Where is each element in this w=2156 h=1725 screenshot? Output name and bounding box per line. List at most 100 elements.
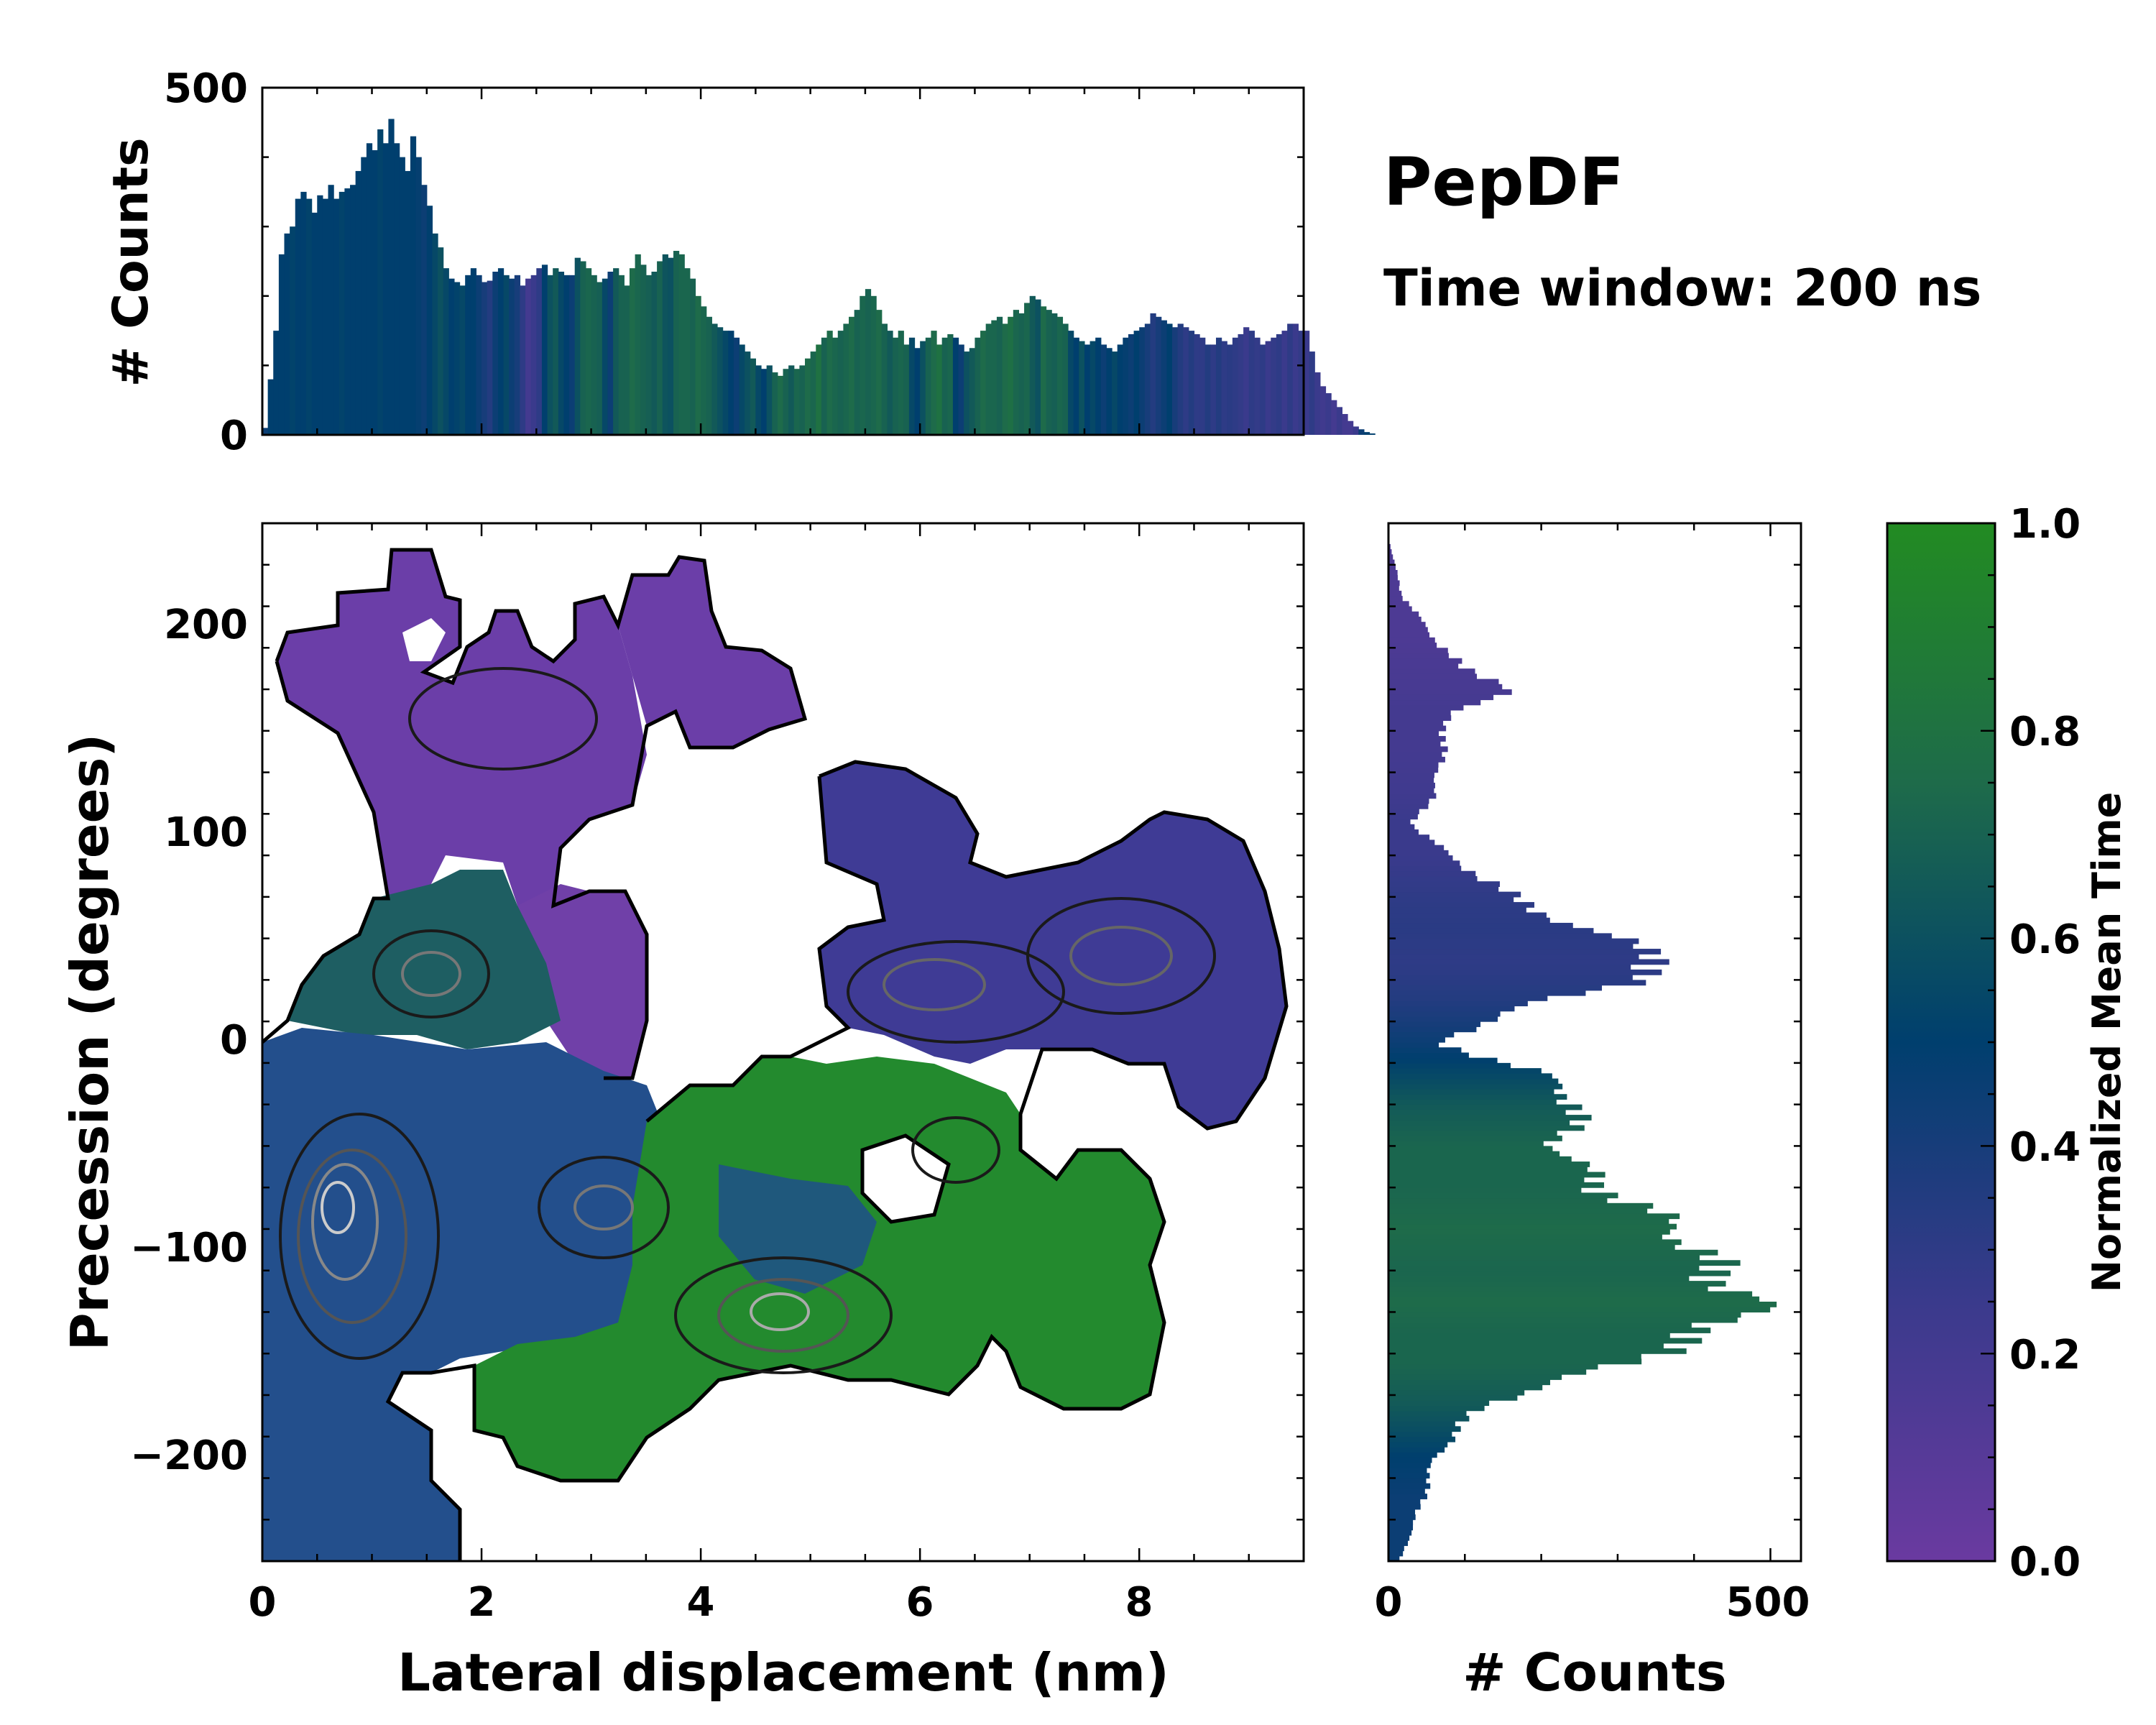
right-histogram-bar bbox=[1388, 678, 1499, 685]
right-histogram-bar bbox=[1388, 995, 1548, 1001]
right-histogram-bar bbox=[1388, 1047, 1462, 1054]
right-histogram-bar bbox=[1388, 643, 1437, 648]
right-histogram-bar bbox=[1388, 1088, 1554, 1095]
contour-level-1 bbox=[408, 667, 598, 770]
right-histogram-bar bbox=[1388, 1115, 1592, 1121]
right-histogram-bar bbox=[1388, 694, 1494, 701]
right-histogram-bar bbox=[1388, 554, 1393, 561]
top-histogram-bar bbox=[870, 295, 877, 435]
top-histogram-bar bbox=[1314, 372, 1321, 435]
right-histogram-bar bbox=[1388, 1120, 1570, 1126]
right-histogram-bar bbox=[1388, 1483, 1431, 1489]
top-histogram-bar bbox=[843, 323, 849, 435]
top-histogram-bar bbox=[421, 185, 428, 435]
top-histogram-bar bbox=[426, 206, 433, 435]
top-histogram-bar bbox=[1210, 344, 1217, 435]
right-histogram-bar bbox=[1388, 834, 1430, 841]
right-histogram-bar bbox=[1388, 1249, 1718, 1256]
top-histogram-bar bbox=[1204, 344, 1211, 435]
right-histogram-bar bbox=[1388, 1338, 1703, 1344]
top-histogram-bar bbox=[547, 275, 553, 435]
right-histogram-bar bbox=[1388, 1535, 1410, 1541]
right-histogram-bar bbox=[1388, 632, 1429, 638]
region-mid-violet bbox=[517, 884, 647, 1078]
heatmap-xlabel: Lateral displacement (nm) bbox=[397, 1642, 1169, 1703]
right-histogram-bar bbox=[1388, 824, 1415, 830]
right-histogram-bar bbox=[1388, 725, 1447, 732]
top-histogram-bar bbox=[629, 268, 636, 435]
top-histogram-bar bbox=[854, 310, 860, 435]
top-histogram-bar bbox=[1353, 426, 1359, 435]
top-ytick-500: 500 bbox=[164, 65, 248, 112]
right-histogram-bar bbox=[1388, 1270, 1731, 1276]
top-histogram-bar bbox=[290, 226, 296, 435]
top-histogram-bar bbox=[1336, 407, 1342, 435]
right-histogram-bar bbox=[1388, 1317, 1738, 1323]
right-histogram-bar bbox=[1388, 1363, 1598, 1370]
top-histogram-bar bbox=[1100, 344, 1107, 435]
top-histogram-bar bbox=[1171, 327, 1179, 435]
top-histogram-bar bbox=[520, 285, 526, 435]
region-upper-left-violet bbox=[277, 550, 647, 906]
heatmap-ylabel: Precession (degrees) bbox=[60, 734, 120, 1351]
right-histogram-bar bbox=[1388, 1213, 1680, 1220]
contour-level-1 bbox=[847, 940, 1065, 1044]
top-histogram-bar bbox=[1342, 414, 1348, 435]
top-histogram-bar bbox=[453, 282, 461, 435]
right-histogram-bar bbox=[1388, 1104, 1583, 1110]
top-histogram-bar bbox=[459, 285, 466, 435]
top-histogram-bar bbox=[509, 278, 515, 435]
right-histogram-bar bbox=[1388, 1333, 1670, 1339]
xtick-0: 0 bbox=[249, 1579, 277, 1626]
top-histogram-bar bbox=[733, 337, 740, 435]
top-histogram-bar bbox=[388, 119, 395, 435]
top-histogram-bar bbox=[1254, 337, 1261, 435]
right-histogram-bar bbox=[1388, 1062, 1511, 1069]
top-histogram-bar bbox=[914, 348, 921, 435]
contour-level-2 bbox=[573, 1184, 634, 1230]
top-histogram-bar bbox=[1248, 331, 1255, 435]
top-histogram-bar bbox=[470, 268, 477, 435]
heatmap-ticks bbox=[261, 522, 1305, 1563]
right-histogram-bar bbox=[1388, 829, 1419, 835]
right-histogram-bar bbox=[1388, 1182, 1605, 1188]
right-histogram-bar bbox=[1388, 673, 1478, 680]
right-histogram-bar bbox=[1388, 1421, 1455, 1427]
right-histogram-bar bbox=[1388, 777, 1434, 783]
top-histogram-bar bbox=[1062, 323, 1069, 435]
top-histogram-bar bbox=[783, 369, 789, 435]
right-histogram-bar bbox=[1388, 715, 1452, 721]
top-histogram-bar bbox=[991, 320, 998, 435]
right-histogram-bar bbox=[1388, 933, 1612, 939]
top-histogram-bar bbox=[487, 280, 493, 435]
top-histogram-bar bbox=[284, 233, 290, 435]
top-histogram-bar bbox=[657, 261, 663, 435]
top-histogram-bar bbox=[849, 316, 855, 435]
right-histogram-bar bbox=[1388, 928, 1594, 934]
xtick-6: 6 bbox=[906, 1579, 934, 1626]
right-histogram-bar bbox=[1388, 720, 1444, 727]
right-histogram-bar bbox=[1388, 990, 1586, 996]
right-histogram-bar bbox=[1388, 689, 1512, 695]
top-histogram-ticks bbox=[261, 86, 1305, 436]
right-xtick-0: 0 bbox=[1375, 1579, 1403, 1626]
right-histogram-bar bbox=[1388, 1223, 1677, 1230]
right-histogram-bar bbox=[1388, 1504, 1421, 1510]
top-histogram-bar bbox=[1002, 323, 1008, 435]
top-histogram-bar bbox=[366, 143, 373, 435]
top-histogram-bar bbox=[969, 348, 976, 435]
top-histogram-bar bbox=[881, 323, 888, 435]
right-histogram-bar bbox=[1388, 1208, 1648, 1214]
top-histogram-ylabel: # Counts bbox=[103, 137, 160, 387]
right-histogram-bar bbox=[1388, 798, 1429, 804]
right-histogram-bar bbox=[1388, 1400, 1490, 1406]
top-histogram-bar bbox=[1079, 341, 1085, 435]
top-histogram-bar bbox=[1183, 327, 1189, 435]
right-histogram-bar bbox=[1388, 1494, 1427, 1499]
right-histogram-bar bbox=[1388, 1343, 1664, 1349]
top-histogram-bar bbox=[1095, 337, 1102, 435]
top-histogram-bar bbox=[860, 295, 866, 435]
right-histogram-bar bbox=[1388, 1057, 1498, 1064]
right-histogram-bar bbox=[1388, 767, 1439, 773]
right-histogram-bar bbox=[1388, 684, 1503, 690]
